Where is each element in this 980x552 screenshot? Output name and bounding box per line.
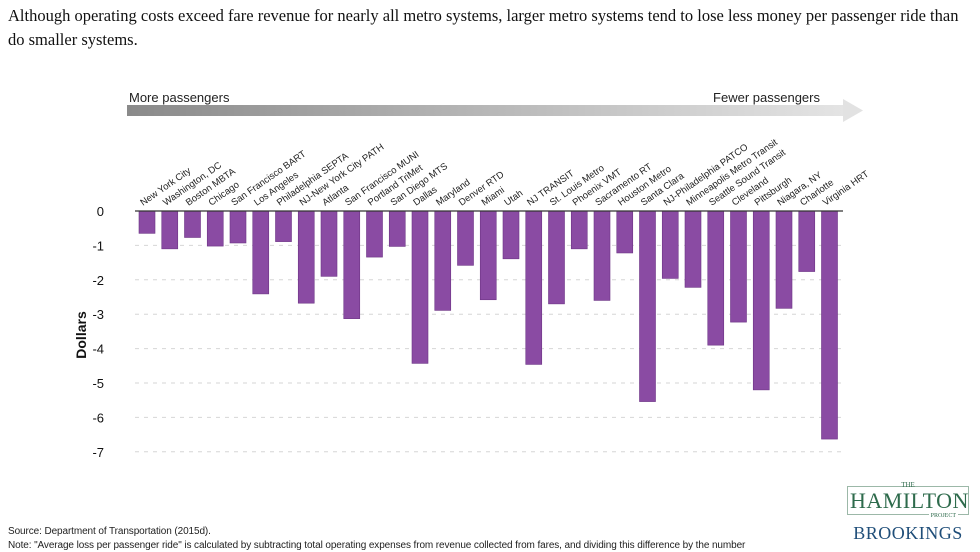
bar bbox=[479, 210, 497, 301]
bar bbox=[730, 210, 747, 323]
bar bbox=[275, 210, 292, 242]
bar bbox=[411, 210, 429, 364]
y-tick-label: -4 bbox=[92, 342, 104, 357]
y-axis-label: Dollars bbox=[73, 311, 89, 359]
bar bbox=[548, 210, 565, 305]
arrow-right-label: Fewer passengers bbox=[713, 90, 820, 105]
bar bbox=[388, 210, 406, 247]
bar bbox=[184, 210, 201, 238]
bar bbox=[639, 210, 656, 402]
passenger-arrow bbox=[127, 99, 863, 122]
bar bbox=[661, 210, 679, 279]
arrow-head bbox=[843, 99, 863, 122]
bar bbox=[206, 210, 224, 247]
y-tick-label: -2 bbox=[92, 273, 104, 288]
bar bbox=[525, 210, 543, 365]
bar bbox=[366, 210, 383, 258]
bar bbox=[161, 210, 179, 250]
hamilton-brookings-logo: THE HAMILTON PROJECT BROOKINGS bbox=[843, 481, 973, 544]
arrow-left-label: More passengers bbox=[129, 90, 230, 105]
bar bbox=[798, 210, 816, 272]
bar bbox=[252, 210, 270, 295]
bar bbox=[821, 210, 838, 440]
chart-title: Although operating costs exceed fare rev… bbox=[8, 6, 959, 49]
y-tick-label: 0 bbox=[97, 204, 104, 219]
bar bbox=[616, 210, 634, 254]
bar bbox=[343, 210, 361, 319]
y-tick-label: -1 bbox=[92, 238, 104, 253]
arrow-shaft bbox=[127, 105, 845, 116]
bar bbox=[138, 210, 156, 234]
note-text: Note: "Average loss per passenger ride" … bbox=[8, 540, 746, 551]
logo-brookings: BROOKINGS bbox=[853, 523, 963, 543]
logo-the: THE bbox=[901, 481, 915, 489]
bar bbox=[684, 210, 702, 288]
source-text: Source: Department of Transportation (20… bbox=[8, 526, 211, 537]
bar bbox=[502, 210, 520, 260]
bar bbox=[434, 210, 452, 311]
bar bbox=[457, 210, 474, 266]
bar bbox=[570, 210, 588, 250]
bar bbox=[229, 210, 247, 244]
logo-project: PROJECT bbox=[928, 513, 958, 519]
y-tick-label: -7 bbox=[92, 445, 104, 460]
y-tick-label: -6 bbox=[92, 410, 104, 425]
x-tick-label: Utah bbox=[502, 188, 525, 209]
y-tick-label: -5 bbox=[92, 376, 104, 391]
bar bbox=[320, 210, 338, 277]
y-tick-label: -3 bbox=[92, 307, 104, 322]
logo-hamilton: HAMILTON bbox=[850, 488, 969, 513]
bar bbox=[752, 210, 770, 391]
bar bbox=[593, 210, 611, 301]
bar bbox=[775, 210, 793, 309]
bar bbox=[707, 210, 725, 346]
bar bbox=[297, 210, 315, 304]
